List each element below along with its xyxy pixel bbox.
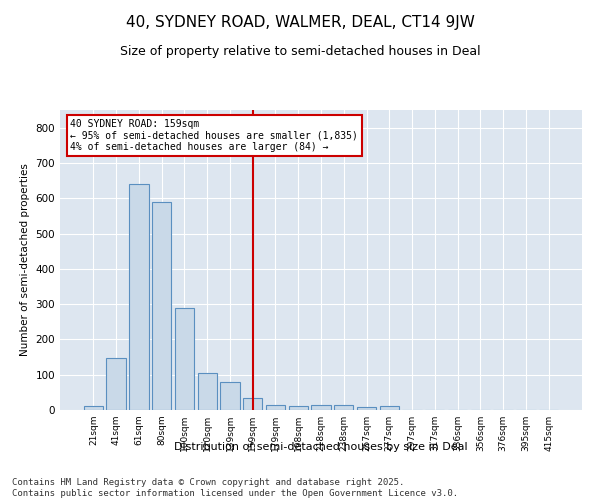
Text: 40, SYDNEY ROAD, WALMER, DEAL, CT14 9JW: 40, SYDNEY ROAD, WALMER, DEAL, CT14 9JW: [125, 15, 475, 30]
Bar: [129, 184, 149, 410]
Bar: [175, 308, 194, 410]
Bar: [357, 407, 376, 410]
Text: Contains HM Land Registry data © Crown copyright and database right 2025.
Contai: Contains HM Land Registry data © Crown c…: [12, 478, 458, 498]
Text: 40 SYDNEY ROAD: 159sqm
← 95% of semi-detached houses are smaller (1,835)
4% of s: 40 SYDNEY ROAD: 159sqm ← 95% of semi-det…: [70, 119, 358, 152]
Bar: [334, 405, 353, 410]
Y-axis label: Number of semi-detached properties: Number of semi-detached properties: [20, 164, 30, 356]
Bar: [197, 372, 217, 410]
Bar: [289, 406, 308, 410]
Bar: [243, 398, 262, 410]
Bar: [266, 404, 285, 410]
Bar: [106, 358, 126, 410]
Text: Distribution of semi-detached houses by size in Deal: Distribution of semi-detached houses by …: [174, 442, 468, 452]
Bar: [84, 406, 103, 410]
Text: Size of property relative to semi-detached houses in Deal: Size of property relative to semi-detach…: [119, 45, 481, 58]
Bar: [311, 405, 331, 410]
Bar: [152, 202, 172, 410]
Bar: [220, 382, 239, 410]
Bar: [380, 406, 399, 410]
